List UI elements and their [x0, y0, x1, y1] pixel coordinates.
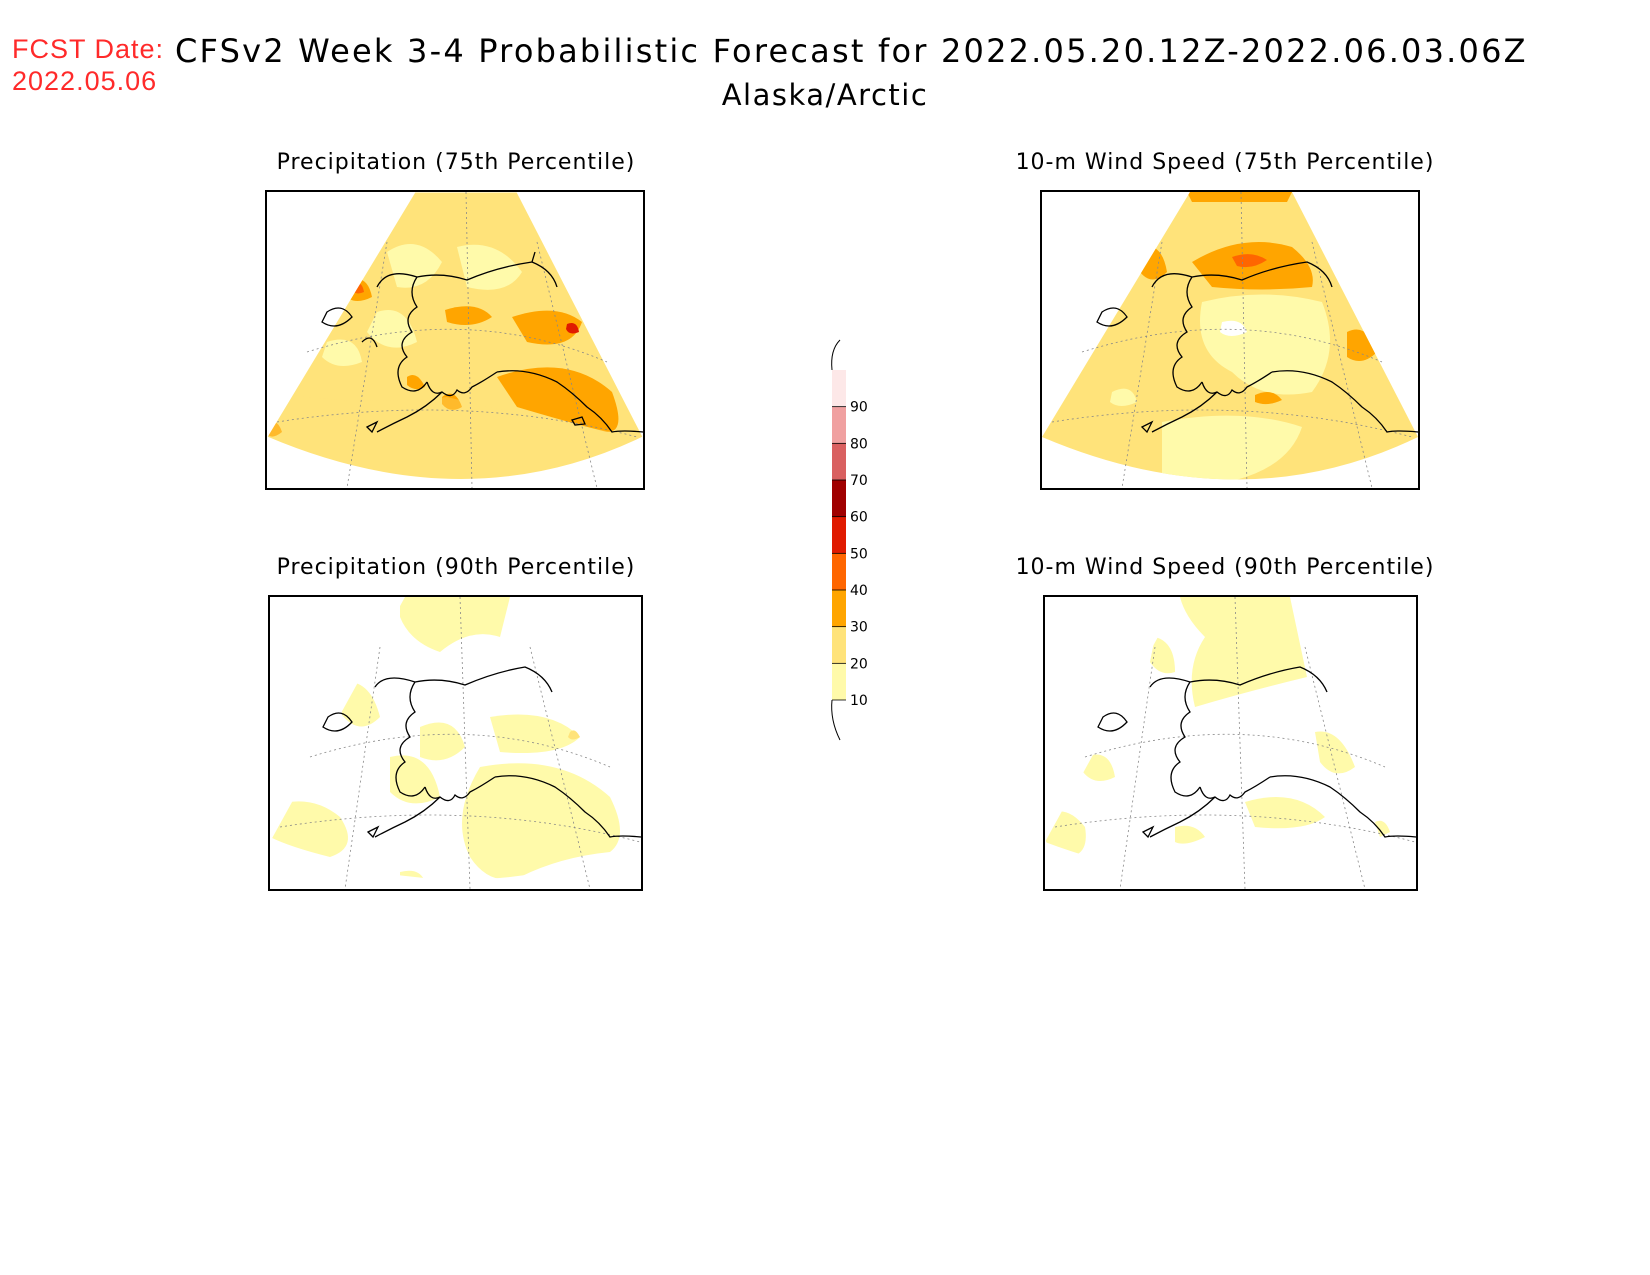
probability-colorbar: 10 20 30 40 50 60 70 80 90 [820, 335, 910, 745]
map-svg-precip75 [267, 192, 643, 488]
colorbar-swatch [832, 443, 846, 480]
map-svg-wind75 [1042, 192, 1418, 488]
colorbar-swatch [832, 590, 846, 627]
colorbar-label: 20 [850, 656, 868, 672]
panel-title-precip75: Precipitation (75th Percentile) [276, 150, 636, 175]
panel-title-wind90: 10-m Wind Speed (90th Percentile) [1015, 555, 1435, 580]
colorbar-svg: 10 20 30 40 50 60 70 80 90 [831, 339, 868, 741]
colorbar-swatch [832, 663, 846, 700]
colorbar-swatch [832, 626, 846, 664]
colorbar-label: 40 [850, 583, 868, 599]
panel-title-precip90: Precipitation (90th Percentile) [276, 555, 636, 580]
map-precip90 [268, 595, 643, 891]
graticule [276, 192, 638, 488]
coastline [321, 251, 643, 434]
colorbar-label: 70 [850, 473, 868, 489]
map-svg-precip90 [270, 597, 641, 889]
map-svg-wind90 [1045, 597, 1416, 889]
colorbar-swatch [832, 553, 846, 590]
panel-title-wind75: 10-m Wind Speed (75th Percentile) [1015, 150, 1435, 175]
coastline [322, 666, 641, 839]
colorbar-label: 10 [850, 693, 868, 709]
colorbar-swatch [832, 406, 846, 444]
coastline [1096, 261, 1418, 434]
coastline [1097, 666, 1416, 839]
map-wind90 [1043, 595, 1418, 891]
colorbar-swatch [832, 480, 846, 517]
forecast-date-value: 2022.05.06 [12, 66, 158, 96]
colorbar-label: 80 [850, 436, 868, 452]
forecast-date-label: FCST Date: [12, 34, 165, 64]
map-precip75 [265, 190, 645, 490]
colorbar-label: 90 [850, 400, 868, 416]
page-title: CFSv2 Week 3-4 Probabilistic Forecast fo… [175, 32, 1528, 70]
colorbar-swatch [832, 370, 846, 407]
colorbar-label: 30 [850, 620, 868, 636]
map-wind75 [1040, 190, 1420, 490]
colorbar-swatch [832, 516, 846, 554]
colorbar-label: 60 [850, 510, 868, 526]
colorbar-label: 50 [850, 546, 868, 562]
region-subtitle: Alaska/Arctic [721, 78, 929, 112]
